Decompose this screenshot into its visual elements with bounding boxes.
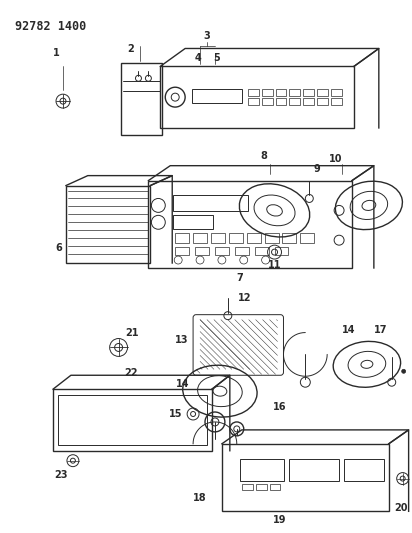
Bar (173, 196, 248, 212)
Text: 23: 23 (54, 470, 68, 480)
Bar (160, 67, 354, 128)
Text: 20: 20 (394, 503, 407, 513)
Bar (193, 233, 207, 243)
Text: 7: 7 (236, 273, 243, 283)
Text: 16: 16 (273, 402, 286, 412)
Bar (240, 459, 284, 481)
Bar (175, 247, 189, 255)
Bar (211, 233, 225, 243)
Bar (256, 483, 267, 490)
Bar (331, 98, 342, 105)
Text: 92782 1400: 92782 1400 (15, 20, 87, 33)
Bar (121, 63, 162, 135)
Bar (303, 89, 314, 96)
Bar (248, 89, 259, 96)
Text: 9: 9 (314, 164, 321, 174)
Text: 11: 11 (268, 260, 281, 270)
Text: 3: 3 (204, 30, 211, 41)
Bar (331, 89, 342, 96)
Bar (317, 98, 328, 105)
Bar (242, 483, 253, 490)
Text: 4: 4 (195, 53, 201, 63)
Circle shape (402, 369, 406, 373)
Bar (175, 233, 189, 243)
Text: 14: 14 (342, 325, 356, 335)
Bar (344, 459, 384, 481)
Bar (274, 247, 288, 255)
Bar (262, 89, 273, 96)
Bar (222, 444, 389, 511)
Text: 17: 17 (374, 325, 388, 335)
Bar (265, 233, 279, 243)
Text: 1: 1 (53, 49, 59, 59)
Bar (262, 98, 273, 105)
Bar (269, 483, 281, 490)
Bar (173, 215, 213, 229)
Bar (148, 181, 352, 268)
Bar (235, 247, 249, 255)
Bar (248, 98, 259, 105)
Bar (276, 98, 286, 105)
Bar (290, 459, 339, 481)
Bar (283, 233, 296, 243)
Text: 13: 13 (176, 335, 189, 344)
Bar (290, 89, 300, 96)
Text: 18: 18 (193, 494, 207, 504)
Bar (276, 89, 286, 96)
Text: 5: 5 (213, 53, 220, 63)
Text: 12: 12 (238, 293, 251, 303)
Bar (53, 389, 212, 451)
Bar (66, 185, 150, 263)
Bar (58, 395, 207, 445)
Text: 10: 10 (329, 154, 343, 164)
Text: 2: 2 (127, 44, 134, 54)
Bar (215, 247, 229, 255)
Bar (229, 233, 243, 243)
Bar (192, 89, 242, 103)
Text: 6: 6 (56, 243, 62, 253)
Bar (317, 89, 328, 96)
Bar (255, 247, 269, 255)
Bar (303, 98, 314, 105)
Text: 15: 15 (169, 409, 182, 419)
Bar (300, 233, 314, 243)
Text: 8: 8 (260, 151, 267, 161)
Text: 19: 19 (273, 515, 286, 526)
Bar (247, 233, 261, 243)
Text: 21: 21 (126, 328, 139, 337)
Bar (195, 247, 209, 255)
Text: 14: 14 (176, 379, 190, 389)
Text: 22: 22 (124, 368, 137, 378)
Bar (290, 98, 300, 105)
